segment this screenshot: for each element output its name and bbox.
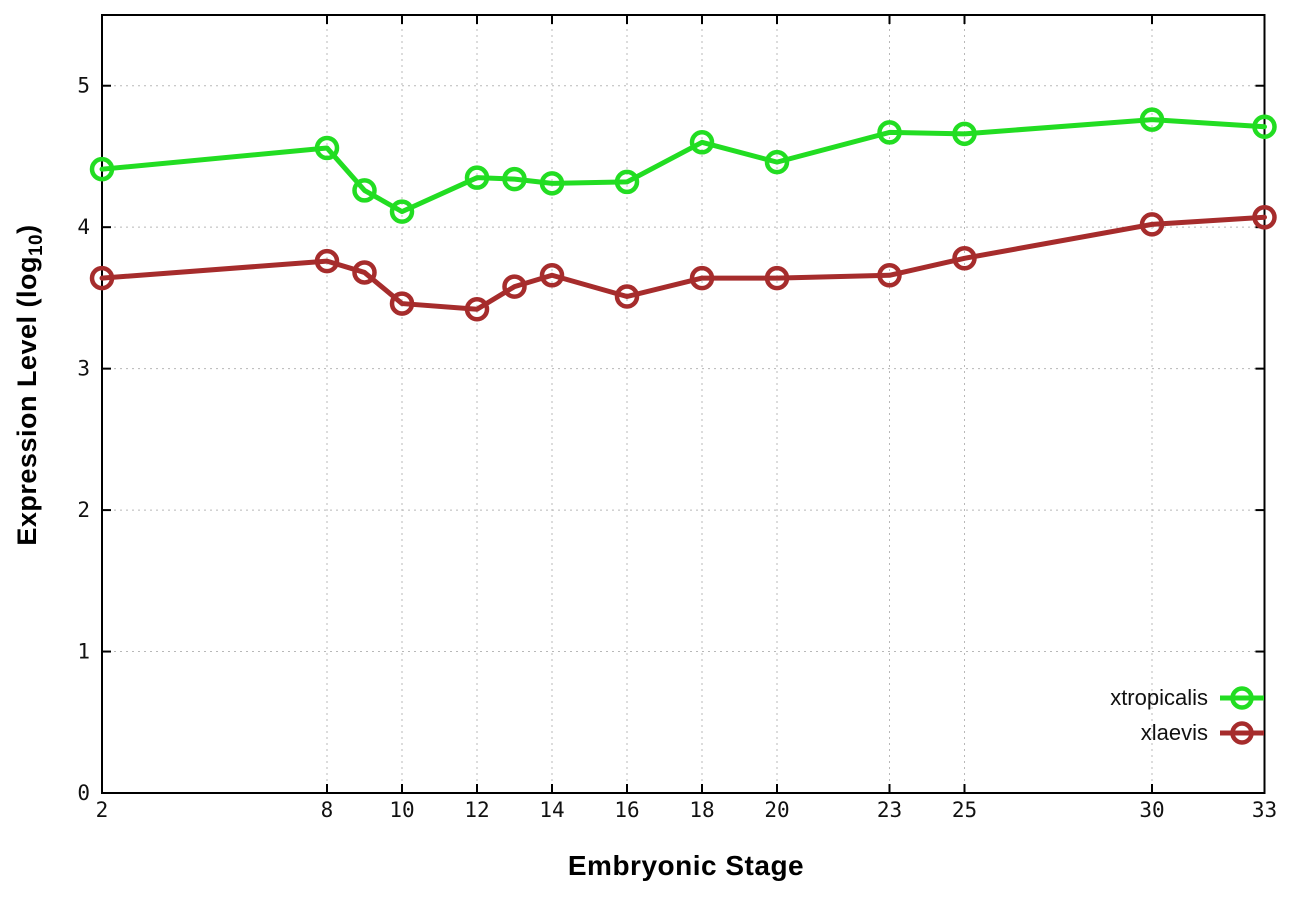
gridlines [101, 15, 1265, 794]
x-tick-label: 14 [539, 798, 564, 822]
legend: xtropicalis xlaevis [1110, 682, 1266, 749]
data-point [539, 171, 565, 196]
y-tick-label: 1 [77, 640, 90, 664]
data-point [1252, 205, 1277, 230]
x-tick-label: 16 [614, 798, 639, 822]
x-tick-label: 30 [1139, 798, 1164, 822]
data-point [689, 130, 715, 155]
y-axis-title-close: ) [11, 224, 42, 234]
data-point [539, 263, 565, 288]
data-point [89, 156, 115, 182]
legend-marker-xlaevis [1220, 721, 1264, 745]
legend-item-xlaevis: xlaevis [1141, 717, 1266, 749]
y-axis-title: Expression Level (log10) [12, 224, 48, 545]
x-tick-label: 8 [321, 798, 334, 822]
legend-label-xtropicalis: xtropicalis [1110, 685, 1208, 710]
x-tick-label: 12 [464, 798, 489, 822]
y-tick-label: 3 [77, 357, 90, 381]
data-point [689, 265, 715, 291]
data-point [502, 274, 527, 299]
y-axis-title-subscript: 10 [26, 233, 48, 257]
legend-marker-xtropicalis [1220, 686, 1264, 710]
data-point [464, 165, 490, 190]
x-tick-label: 23 [877, 798, 902, 822]
tick-marks [101, 15, 1266, 794]
data-point [952, 121, 977, 147]
x-axis-title: Embryonic Stage [567, 850, 805, 881]
data-point [352, 178, 377, 203]
data-point [389, 291, 415, 316]
series-line-xlaevis [99, 214, 1267, 312]
data-point [89, 265, 115, 291]
data-point [502, 166, 527, 192]
data-point [389, 199, 415, 224]
data-point [764, 149, 790, 175]
legend-label-xlaevis: xlaevis [1140, 720, 1208, 745]
y-tick-label: 2 [77, 498, 90, 522]
legend-item-xtropicalis: xtropicalis [1110, 682, 1266, 714]
data-point [1252, 114, 1277, 139]
data-point [614, 169, 640, 195]
x-tick-label: 2 [96, 798, 109, 822]
series-markers-xtropicalis [89, 107, 1277, 224]
x-tick-label: 25 [952, 798, 977, 822]
data-point [764, 265, 790, 291]
data-point [464, 296, 490, 322]
data-point [314, 248, 340, 274]
y-tick-label: 0 [77, 781, 90, 805]
data-point [352, 260, 377, 285]
data-point [877, 120, 902, 145]
plot-border [101, 14, 1266, 794]
y-tick-label: 5 [77, 74, 90, 98]
data-point [1139, 212, 1165, 237]
series-markers-xlaevis [89, 205, 1277, 322]
y-tick-label: 4 [77, 215, 90, 239]
data-point [1139, 107, 1165, 132]
data-point [877, 263, 902, 288]
x-tick-label: 33 [1252, 798, 1277, 822]
x-tick-label: 18 [689, 798, 714, 822]
x-tick-label: 10 [389, 798, 414, 822]
data-point [952, 246, 977, 271]
x-tick-label: 20 [764, 798, 789, 822]
series-line-xtropicalis [99, 117, 1267, 215]
data-point [314, 135, 340, 161]
data-point [614, 284, 640, 309]
y-axis-title-text: Expression Level (log [11, 256, 42, 546]
